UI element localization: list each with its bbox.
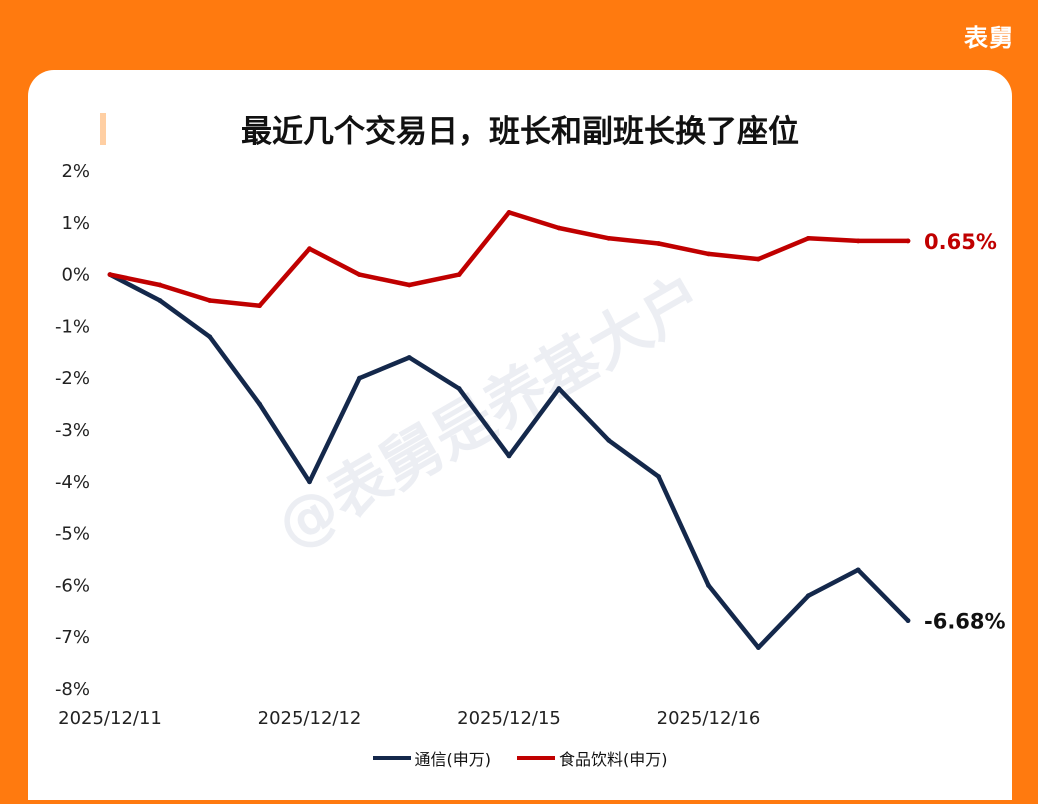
data-point — [356, 272, 362, 277]
x-tick-label: 2025/12/11 — [58, 708, 162, 729]
title-accent-bar — [100, 113, 106, 145]
data-point — [805, 593, 811, 599]
chart-title: 最近几个交易日，班长和副班长换了座位 — [241, 114, 799, 150]
y-tick-label: -6% — [55, 575, 90, 596]
data-point — [456, 386, 462, 391]
data-point — [157, 298, 163, 303]
data-point — [356, 375, 362, 381]
data-point — [207, 334, 213, 340]
x-tick-label: 2025/12/15 — [457, 708, 561, 729]
y-tick-label: 2% — [61, 161, 90, 182]
chart-card: 最近几个交易日，班长和副班长换了座位 @表舅是养基大户 通信(申万) 食品饮料(… — [28, 70, 1012, 800]
data-point — [456, 272, 462, 277]
data-point — [556, 386, 562, 391]
legend-swatch-food — [517, 756, 555, 760]
data-point — [257, 401, 263, 407]
data-point — [307, 246, 312, 252]
data-point — [257, 303, 263, 309]
series-line — [107, 272, 911, 650]
series-line — [107, 210, 911, 308]
data-point — [905, 618, 911, 624]
data-point — [656, 474, 662, 480]
series-end-label: -6.68% — [924, 610, 1006, 634]
y-tick-label: 0% — [61, 265, 90, 286]
data-point — [406, 282, 412, 288]
data-point — [706, 583, 711, 588]
data-point — [905, 238, 911, 244]
data-point — [406, 355, 412, 360]
legend-item-food: 食品饮料(申万) — [517, 746, 668, 770]
y-tick-label: -2% — [55, 368, 90, 389]
y-tick-label: -4% — [55, 472, 90, 493]
y-tick-label: -8% — [55, 679, 90, 700]
y-tick-label: -7% — [55, 627, 90, 648]
y-tick-label: -1% — [55, 316, 90, 337]
data-point — [157, 282, 163, 288]
data-point — [107, 272, 113, 277]
brand-logo: 表舅 — [964, 24, 1014, 52]
data-point — [755, 645, 761, 650]
data-point — [207, 298, 213, 303]
data-point — [755, 256, 761, 262]
data-point — [606, 235, 612, 241]
data-point — [656, 241, 662, 246]
data-point — [855, 567, 861, 573]
data-point — [706, 251, 711, 257]
data-point — [855, 238, 861, 244]
legend-label-tongxin: 通信(申万) — [414, 750, 492, 769]
series-end-label: 0.65% — [924, 230, 997, 254]
legend-swatch-tongxin — [372, 756, 411, 760]
y-tick-label: 1% — [61, 213, 90, 234]
chart-legend: 通信(申万) 食品饮料(申万) — [28, 746, 1012, 770]
data-point — [805, 235, 811, 241]
x-tick-label: 2025/12/16 — [657, 708, 761, 729]
data-point — [506, 453, 512, 459]
data-point — [606, 437, 612, 443]
data-point — [506, 210, 512, 215]
x-tick-label: 2025/12/12 — [258, 708, 362, 729]
legend-label-food: 食品饮料(申万) — [559, 750, 668, 769]
y-tick-label: -5% — [55, 524, 90, 545]
y-tick-label: -3% — [55, 420, 90, 441]
data-point — [307, 479, 312, 485]
legend-item-tongxin: 通信(申万) — [372, 746, 492, 770]
data-point — [556, 225, 562, 231]
